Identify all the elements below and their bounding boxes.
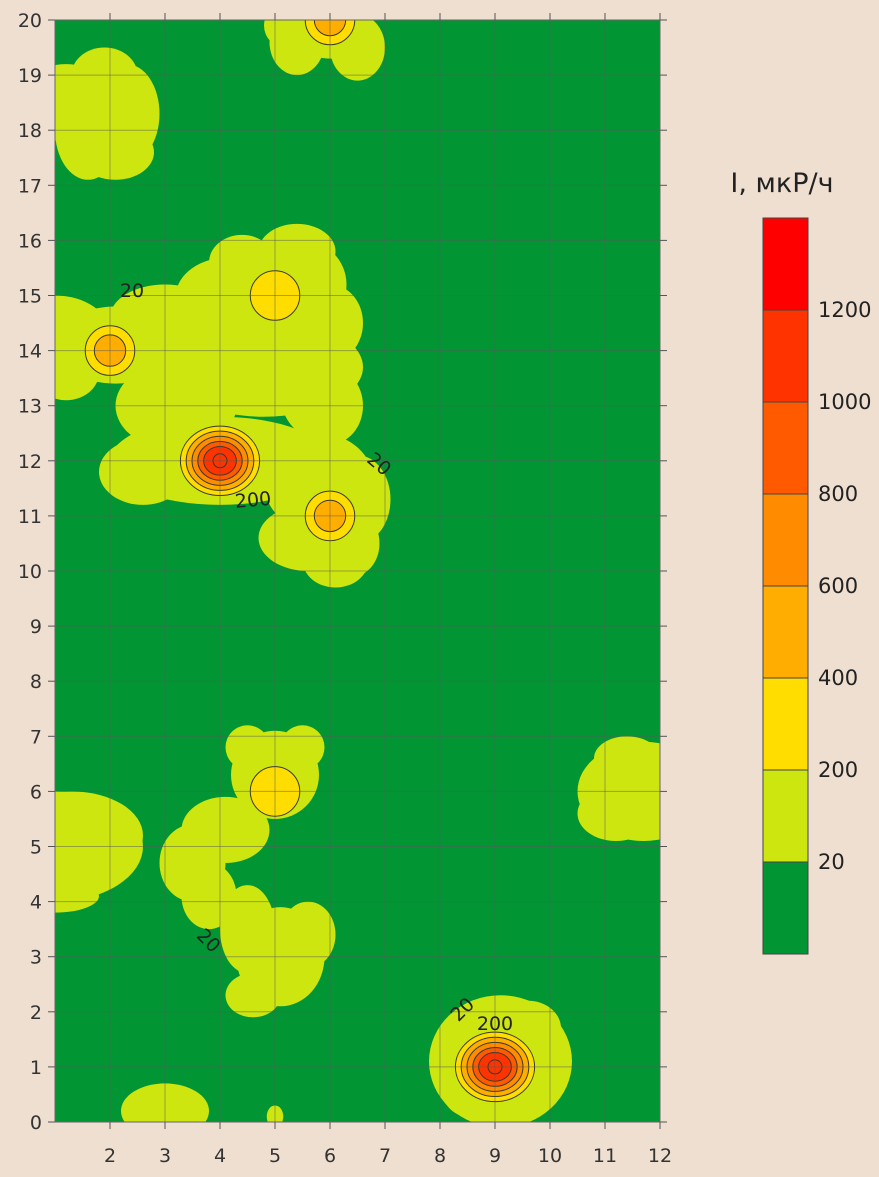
legend-swatch	[762, 585, 809, 679]
y-tick-label: 0	[30, 1112, 42, 1134]
y-tick-label: 17	[18, 175, 42, 197]
contour-label: 200	[477, 1013, 513, 1035]
y-tick-label: 8	[30, 671, 42, 693]
y-tick-label: 18	[18, 120, 42, 142]
x-tick-label: 3	[159, 1145, 171, 1167]
x-tick-label: 11	[593, 1145, 617, 1167]
x-tick-label: 8	[434, 1145, 446, 1167]
x-tick-label: 2	[104, 1145, 116, 1167]
legend-swatch	[762, 217, 809, 311]
x-tick-label: 7	[379, 1145, 391, 1167]
y-tick-label: 6	[30, 781, 42, 803]
legend-label: 800	[818, 482, 858, 506]
y-tick-label: 5	[30, 837, 42, 859]
y-tick-label: 20	[18, 10, 42, 32]
legend-label: 400	[818, 666, 858, 690]
contour-label: 20	[120, 280, 144, 302]
x-tick-label: 9	[489, 1145, 501, 1167]
x-tick-label: 10	[538, 1145, 562, 1167]
y-tick-label: 9	[30, 616, 42, 638]
legend-label: 1000	[818, 390, 871, 414]
legend-label: 20	[818, 850, 845, 874]
legend-swatch	[762, 309, 809, 403]
legend-swatch	[762, 769, 809, 863]
y-tick-label: 2	[30, 1002, 42, 1024]
y-tick-label: 16	[18, 230, 42, 252]
legend-colorbar: 1200 1000 800 600 400 200 20	[762, 217, 871, 955]
legend-swatch	[762, 493, 809, 587]
y-tick-label: 14	[18, 341, 42, 363]
legend-label: 200	[818, 758, 858, 782]
contour-label: 200	[234, 488, 272, 513]
y-tick-label: 10	[18, 561, 42, 583]
legend-label: 1200	[818, 298, 871, 322]
x-tick-label: 5	[269, 1145, 281, 1167]
legend-swatch	[762, 861, 809, 955]
y-tick-label: 1	[30, 1057, 42, 1079]
legend-label: 600	[818, 574, 858, 598]
y-tick-label: 4	[30, 892, 42, 914]
x-axis: 2 3 4 5 6 7 8 9 10 11 12	[104, 13, 672, 1167]
x-tick-label: 6	[324, 1145, 336, 1167]
y-tick-label: 19	[18, 65, 42, 87]
y-tick-label: 13	[18, 396, 42, 418]
legend-swatch	[762, 401, 809, 495]
y-tick-label: 3	[30, 947, 42, 969]
y-tick-label: 12	[18, 451, 42, 473]
y-tick-label: 15	[18, 286, 42, 308]
y-tick-label: 11	[18, 506, 42, 528]
grid-lines	[55, 19, 661, 1123]
x-tick-label: 12	[648, 1145, 672, 1167]
legend-swatch	[762, 677, 809, 771]
y-tick-label: 7	[30, 726, 42, 748]
x-tick-label: 4	[214, 1145, 226, 1167]
legend-title: I, мкР/ч	[730, 168, 833, 199]
